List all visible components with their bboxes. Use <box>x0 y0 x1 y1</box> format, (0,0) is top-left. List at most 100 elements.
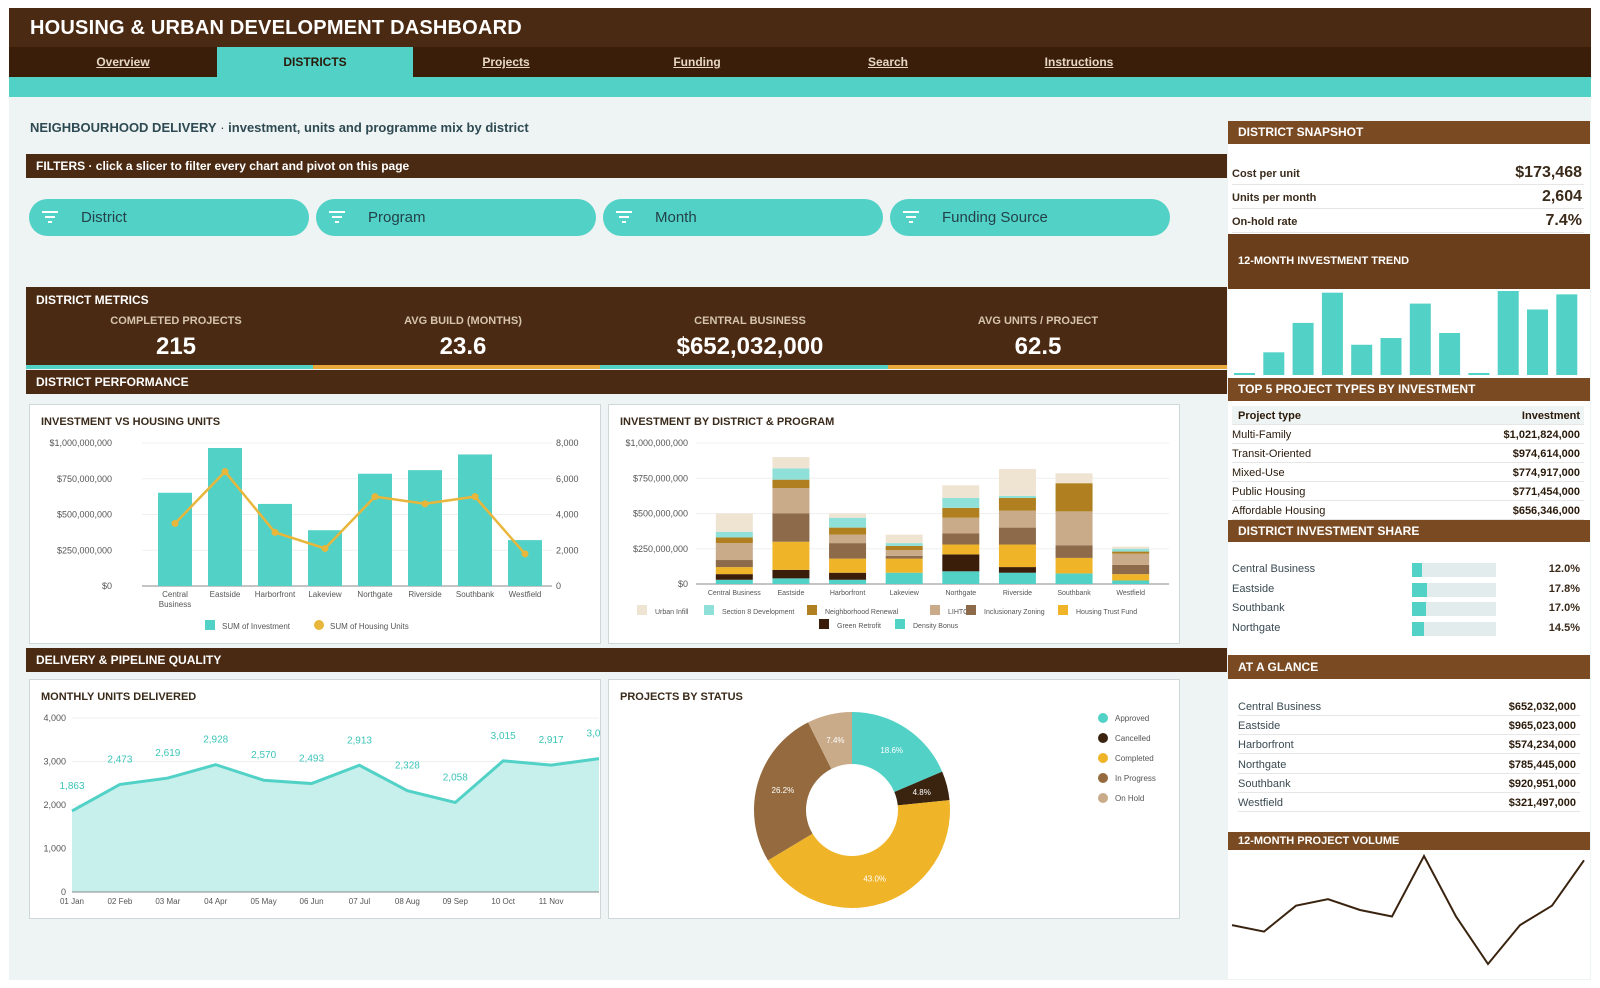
x-tick: Northgate <box>357 590 393 599</box>
glance-value: $785,445,000 <box>1508 758 1576 771</box>
share-value: 17.8% <box>1548 582 1580 595</box>
data-label: 2,913 <box>347 735 372 746</box>
share-row: Northgate 14.5% <box>1232 619 1584 638</box>
bar-segment <box>829 517 867 528</box>
bar <box>508 540 542 586</box>
bar-segment <box>1055 557 1093 574</box>
cell: Mixed-Use <box>1232 467 1285 479</box>
tab-projects[interactable]: Projects <box>482 55 530 69</box>
share-label: Eastside <box>1232 582 1275 595</box>
bar-segment <box>1055 545 1093 558</box>
x-tick: 10 Oct <box>491 897 515 906</box>
slice-label: 43.0% <box>863 874 886 883</box>
snapshot-label: On-hold rate <box>1232 216 1298 228</box>
page-subtitle: investment, units and programme mix by d… <box>228 120 529 135</box>
legend-swatch <box>966 605 976 615</box>
legend-swatch <box>807 605 817 615</box>
y-tick-left: $500,000,000 <box>57 510 112 520</box>
glance-row: Harborfront $574,234,000 <box>1238 735 1580 755</box>
trend-bar <box>1263 352 1285 375</box>
data-label: 2,570 <box>251 750 276 761</box>
bar-segment <box>885 534 923 544</box>
y-tick: 2,000 <box>43 800 66 810</box>
share-fill <box>1412 582 1427 597</box>
area-fill <box>72 758 599 892</box>
data-label: 3,015 <box>491 731 516 742</box>
legend-swatch <box>895 619 905 629</box>
glance-label: Westfield <box>1238 797 1284 809</box>
share-fill <box>1412 621 1425 636</box>
slicer-label: Program <box>368 209 426 226</box>
bar <box>308 530 342 586</box>
tab-overview[interactable]: Overview <box>96 55 150 69</box>
slice-label: 26.2% <box>772 786 795 795</box>
kpi-underline <box>600 365 894 369</box>
volume-line <box>1231 853 1585 966</box>
tab-districts[interactable]: DISTRICTS <box>217 47 413 77</box>
trend-bar <box>1497 291 1519 375</box>
panel-monthly-units: MONTHLY UNITS DELIVERED 0 1,000 2,000 3,000… <box>29 679 601 919</box>
bar-segment <box>942 497 980 508</box>
line-point <box>371 493 379 501</box>
bar-segment <box>772 541 810 570</box>
x-tick: Westfield <box>509 590 542 599</box>
legend-label: Section 8 Development <box>722 609 794 616</box>
bar-segment <box>942 554 980 572</box>
glance-value: $574,234,000 <box>1508 739 1576 752</box>
page-title: NEIGHBOURHOOD DELIVERY <box>30 120 217 135</box>
snapshot-title: DISTRICT SNAPSHOT <box>1228 121 1590 144</box>
legend-label: Density Bonus <box>913 623 959 630</box>
trend-bar <box>1409 303 1431 375</box>
chart-title: MONTHLY UNITS DELIVERED <box>41 691 197 703</box>
bar <box>158 492 192 586</box>
bar-segment <box>829 579 867 584</box>
y-tick: $0 <box>678 579 688 589</box>
glance-row: Northgate $785,445,000 <box>1238 755 1580 774</box>
bar-segment <box>772 479 810 489</box>
tab-search[interactable]: Search <box>867 55 909 69</box>
x-tick: Riverside <box>1003 590 1032 597</box>
glance-value: $920,951,000 <box>1508 777 1576 790</box>
legend-swatch <box>1098 753 1108 763</box>
y-tick-right: 6,000 <box>556 474 579 484</box>
y-tick-right: 4,000 <box>556 510 579 520</box>
line-point <box>171 519 179 527</box>
legend-label: Urban Infill <box>655 609 689 616</box>
legend-label: Completed <box>1115 754 1154 763</box>
slice-label: 18.6% <box>880 746 903 755</box>
series-line <box>174 469 526 555</box>
trend-title: 12-MONTH INVESTMENT TREND <box>1228 234 1590 289</box>
data-label: 2,058 <box>443 772 468 783</box>
tab-funding[interactable]: Funding <box>673 55 721 69</box>
snapshot-value: 2,604 <box>1541 188 1582 205</box>
x-tick: 03 Mar <box>155 897 180 906</box>
table-row: Multi-Family $1,021,824,000 <box>1232 425 1584 444</box>
donut-slice <box>808 712 852 769</box>
snapshot-row: Cost per unit $173,468 <box>1232 161 1584 185</box>
kpi-label: AVG UNITS / PROJECT <box>977 315 1099 327</box>
donut-slice <box>852 712 943 792</box>
filter-icon <box>42 211 58 223</box>
share-label: Southbank <box>1232 602 1285 614</box>
data-label: 2,928 <box>203 735 228 746</box>
x-tick: Lakeview <box>308 590 342 599</box>
legend-label: Housing Trust Fund <box>1076 609 1137 616</box>
legend-label: SUM of Housing Units <box>330 622 409 631</box>
page-heading: NEIGHBOURHOOD DELIVERY · investment, uni… <box>30 120 529 135</box>
trend-bar <box>1556 294 1578 375</box>
slicer-label: District <box>81 209 127 226</box>
slicer-month[interactable]: Month <box>603 199 883 236</box>
legend-label: Approved <box>1115 714 1149 723</box>
chart-title: PROJECTS BY STATUS <box>620 691 743 703</box>
filters-title: FILTERS <box>36 159 86 173</box>
share-title: DISTRICT INVESTMENT SHARE <box>1228 520 1590 542</box>
y-tick: $1,000,000,000 <box>625 438 688 448</box>
legend-swatch <box>1058 605 1068 615</box>
slicer-program[interactable]: Program <box>316 199 596 236</box>
tab-instructions[interactable]: Instructions <box>1044 55 1114 69</box>
trend-bar <box>1527 309 1548 375</box>
slicer-district[interactable]: District <box>29 199 309 236</box>
share-row: Eastside 17.8% <box>1232 580 1584 599</box>
cell: $771,454,000 <box>1512 486 1580 498</box>
slicer-funding-source[interactable]: Funding Source <box>890 199 1170 236</box>
